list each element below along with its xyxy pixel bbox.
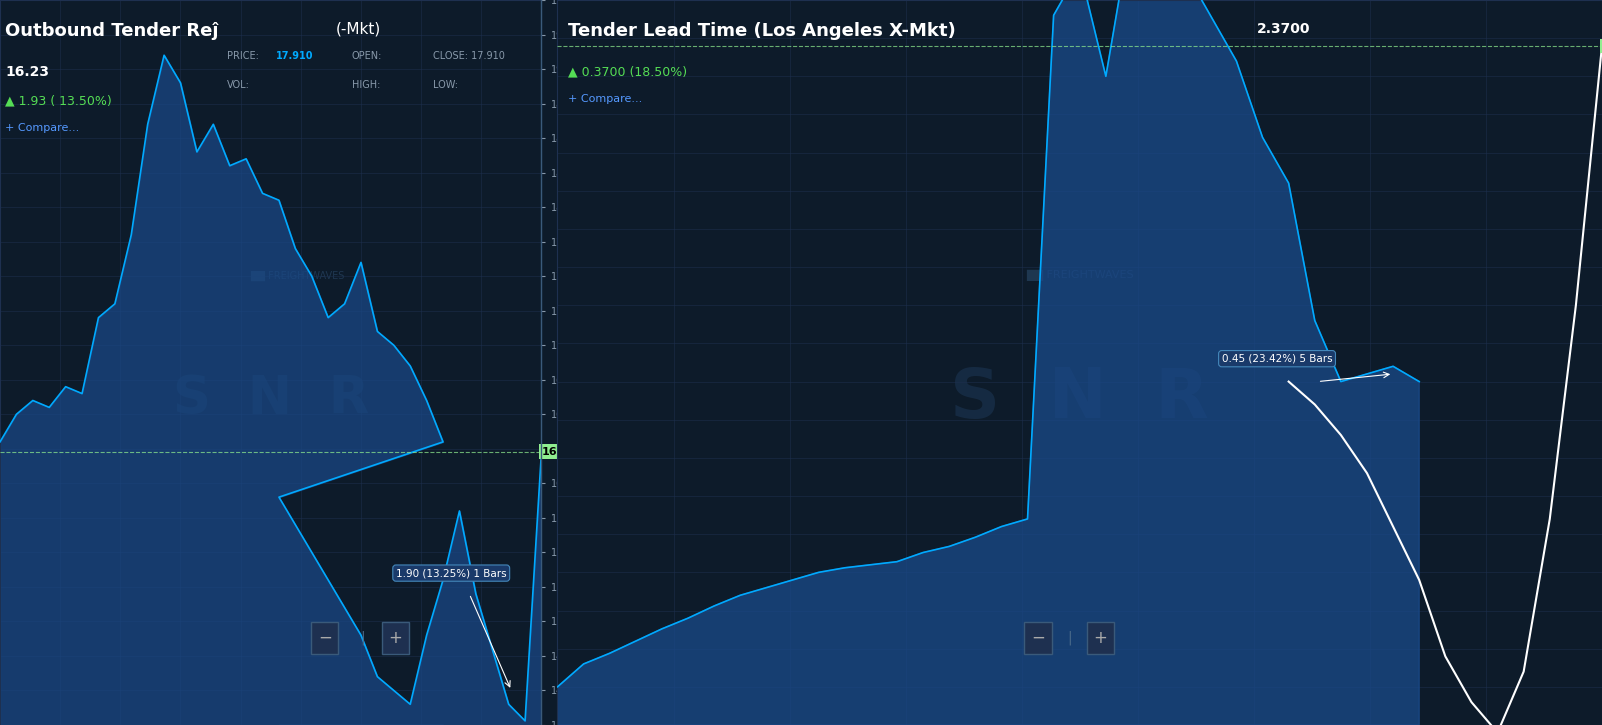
- Text: + Compare...: + Compare...: [569, 94, 642, 104]
- Text: |: |: [1067, 631, 1072, 645]
- Text: +: +: [1094, 629, 1107, 647]
- Text: OPEN:: OPEN:: [352, 51, 383, 61]
- Text: HIGH:: HIGH:: [352, 80, 380, 90]
- Text: VOL:: VOL:: [227, 80, 250, 90]
- Text: PRICE:: PRICE:: [227, 51, 260, 61]
- Text: +: +: [388, 629, 402, 647]
- Text: ██ FREIGHTWAVES: ██ FREIGHTWAVES: [1025, 270, 1134, 281]
- Text: Outbound Tender Reĵ: Outbound Tender Reĵ: [5, 22, 219, 40]
- Text: S  N  R: S N R: [173, 373, 368, 425]
- Text: (-Mkt): (-Mkt): [336, 22, 381, 37]
- Text: 0.45 (23.42%) 5 Bars: 0.45 (23.42%) 5 Bars: [1222, 354, 1333, 364]
- Text: S  N  R: S N R: [950, 365, 1210, 432]
- Text: 17.910: 17.910: [276, 51, 314, 61]
- Text: ▲ 0.3700 (18.50%): ▲ 0.3700 (18.50%): [569, 65, 687, 78]
- Text: −: −: [317, 629, 332, 647]
- Text: −: −: [1032, 629, 1045, 647]
- Text: ██ FREIGHTWAVES: ██ FREIGHTWAVES: [250, 270, 344, 281]
- Text: CLOSE: 17.910: CLOSE: 17.910: [433, 51, 505, 61]
- Text: LOW:: LOW:: [433, 80, 458, 90]
- Text: ▲ 1.93 ( 13.50%): ▲ 1.93 ( 13.50%): [5, 94, 112, 107]
- Text: 2.3700: 2.3700: [1258, 22, 1310, 36]
- Text: 16.230: 16.230: [541, 447, 585, 457]
- Text: 16.23: 16.23: [5, 65, 50, 79]
- Text: |: |: [360, 631, 365, 645]
- Text: 1.90 (13.25%) 1 Bars: 1.90 (13.25%) 1 Bars: [396, 568, 506, 578]
- Text: Tender Lead Time (Los Angeles X-Mkt): Tender Lead Time (Los Angeles X-Mkt): [569, 22, 956, 40]
- Text: + Compare...: + Compare...: [5, 123, 80, 133]
